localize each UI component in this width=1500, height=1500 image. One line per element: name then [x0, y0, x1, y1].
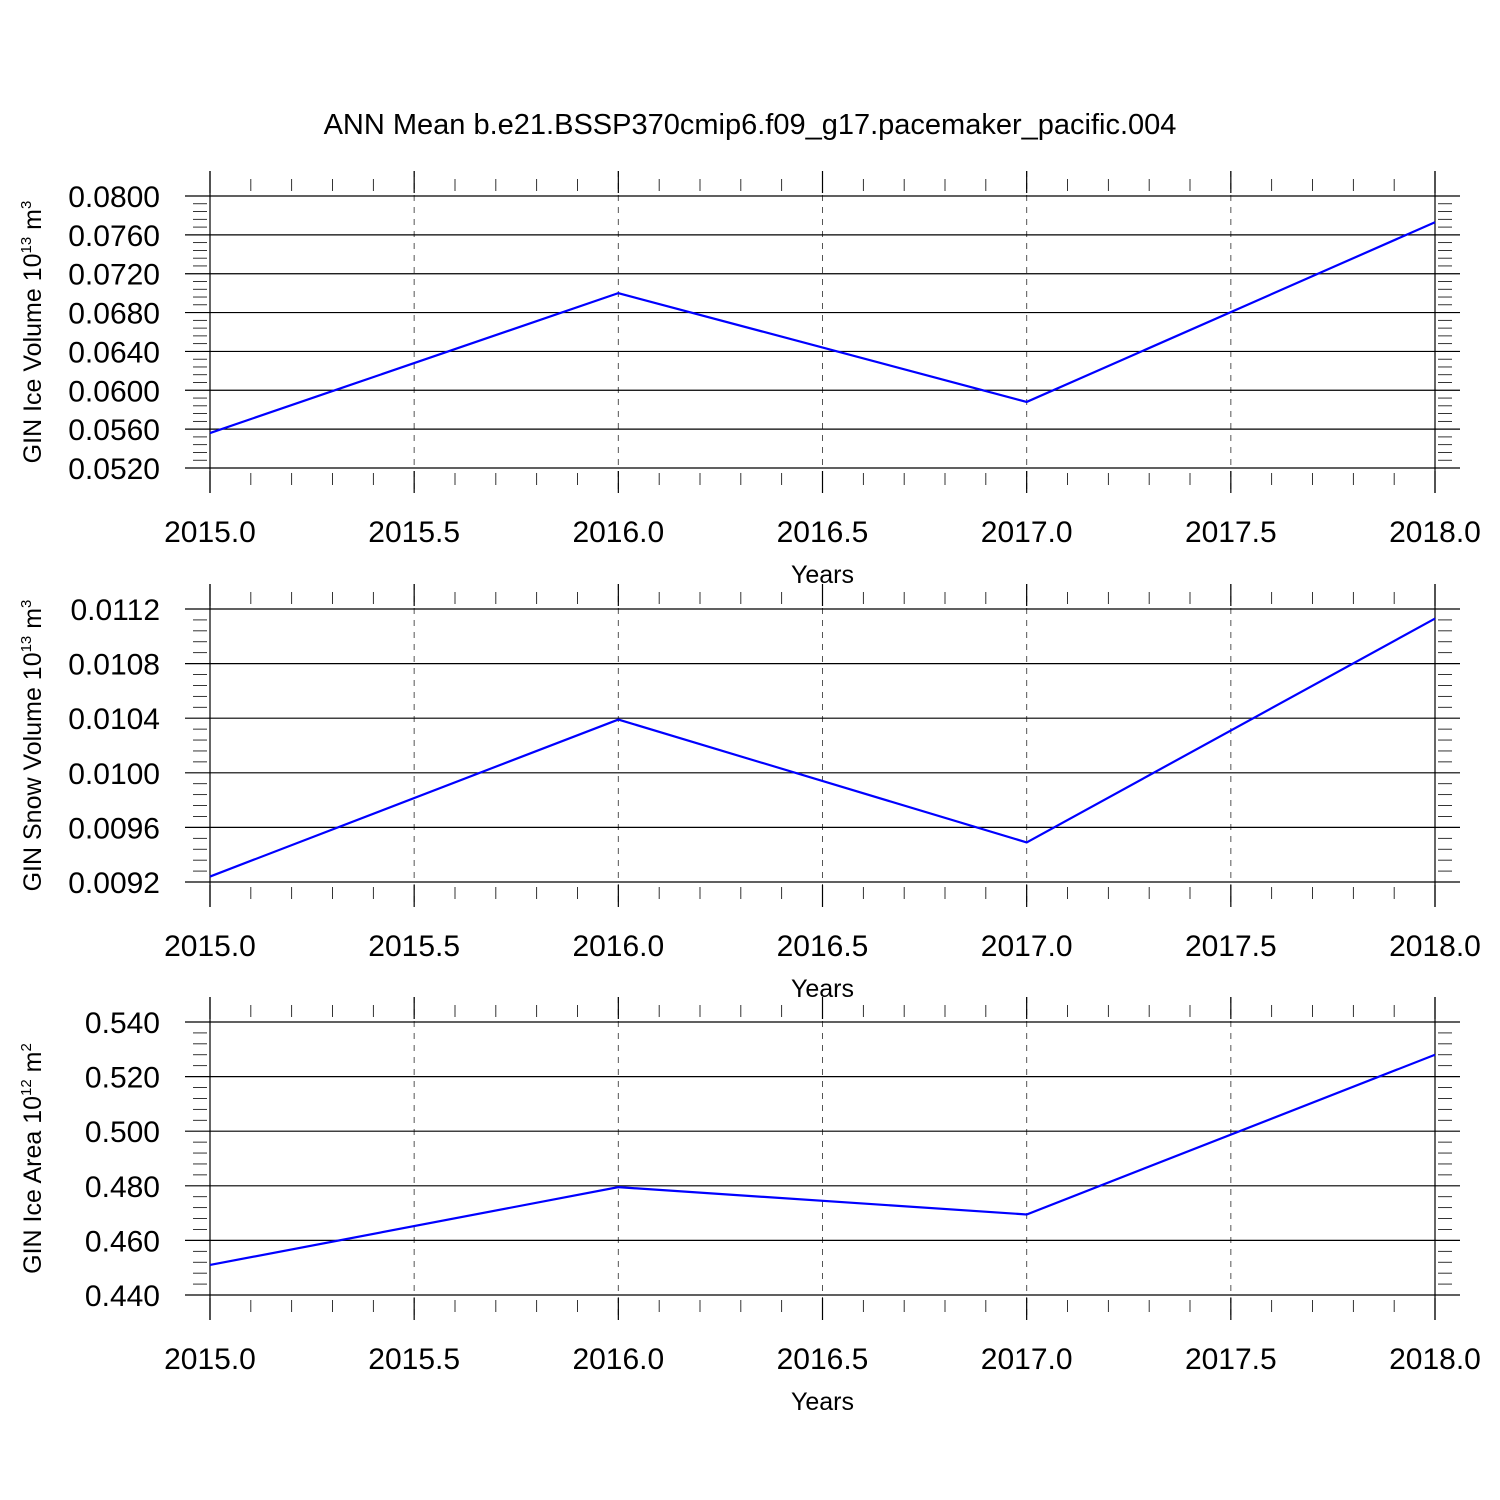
y-tick-label: 0.0680 [68, 298, 160, 331]
series-line [209, 617, 1436, 878]
chart-panel-2: 0.0092 0.0096 0.0100 0.0104 0.0108 0.0112 2015… [18, 584, 1481, 1003]
x-tick-label: 2017.5 [1185, 1343, 1277, 1376]
x-tick-label: 2017.0 [981, 930, 1073, 963]
y-tick-label: 0.0108 [68, 649, 160, 682]
y-axis-label: GIN Ice Area 1012 m2 [18, 1043, 47, 1274]
figure-title: ANN Mean b.e21.BSSP370cmip6.f09_g17.pace… [324, 109, 1177, 141]
x-tick-label: 2015.5 [368, 930, 460, 963]
series-line [209, 1053, 1436, 1267]
y-tick-label: 0.0720 [68, 259, 160, 292]
x-tick-label: 2017.0 [981, 516, 1073, 549]
y-tick-label: 0.480 [85, 1171, 160, 1204]
x-tick-label: 2017.5 [1185, 930, 1277, 963]
y-tick-label: 0.0640 [68, 336, 160, 369]
x-axis-label: Years [791, 1388, 854, 1416]
y-tick-label: 0.540 [85, 1007, 160, 1040]
chart-panel-3: 0.440 0.460 0.480 0.500 0.520 0.540 2015.0 2015… [18, 997, 1481, 1416]
y-tick-label: 0.0112 [70, 594, 160, 627]
y-tick-label: 0.0520 [68, 453, 160, 486]
x-tick-label: 2015.0 [164, 930, 256, 963]
y-tick-label: 0.0560 [68, 414, 160, 447]
y-tick-label: 0.0760 [68, 220, 160, 253]
x-tick-label: 2016.0 [572, 930, 664, 963]
y-tick-label: 0.520 [85, 1062, 160, 1095]
x-tick-label: 2018.0 [1389, 516, 1481, 549]
x-tick-label: 2018.0 [1389, 930, 1481, 963]
x-tick-label: 2015.0 [164, 516, 256, 549]
x-tick-label: 2016.0 [572, 516, 664, 549]
y-axis-label: GIN Ice Volume 1013 m3 [18, 201, 47, 464]
panels: 0.0520 0.0560 0.0600 0.0640 0.0680 0.0720 0.07… [18, 171, 1481, 1416]
y-tick-label: 0.0096 [68, 812, 160, 845]
y-tick-label: 0.0092 [68, 867, 160, 900]
y-tick-label: 0.0600 [68, 375, 160, 408]
x-tick-label: 2015.5 [368, 1343, 460, 1376]
series-line [209, 221, 1436, 435]
x-tick-label: 2016.5 [777, 1343, 869, 1376]
x-tick-label: 2015.5 [368, 516, 460, 549]
x-tick-label: 2016.5 [777, 516, 869, 549]
y-tick-label: 0.460 [85, 1225, 160, 1258]
y-tick-label: 0.500 [85, 1116, 160, 1149]
y-axis-label: GIN Snow Volume 1013 m3 [18, 600, 47, 892]
x-tick-label: 2016.0 [572, 1343, 664, 1376]
x-tick-label: 2015.0 [164, 1343, 256, 1376]
x-tick-label: 2017.0 [981, 1343, 1073, 1376]
y-tick-label: 0.0100 [68, 758, 160, 791]
x-tick-label: 2018.0 [1389, 1343, 1481, 1376]
y-tick-label: 0.440 [85, 1280, 160, 1313]
y-tick-label: 0.0104 [68, 703, 160, 736]
x-tick-label: 2017.5 [1185, 516, 1277, 549]
x-tick-label: 2016.5 [777, 930, 869, 963]
chart-panel-1: 0.0520 0.0560 0.0600 0.0640 0.0680 0.0720 0.07… [18, 171, 1481, 589]
y-tick-label: 0.0800 [68, 181, 160, 214]
